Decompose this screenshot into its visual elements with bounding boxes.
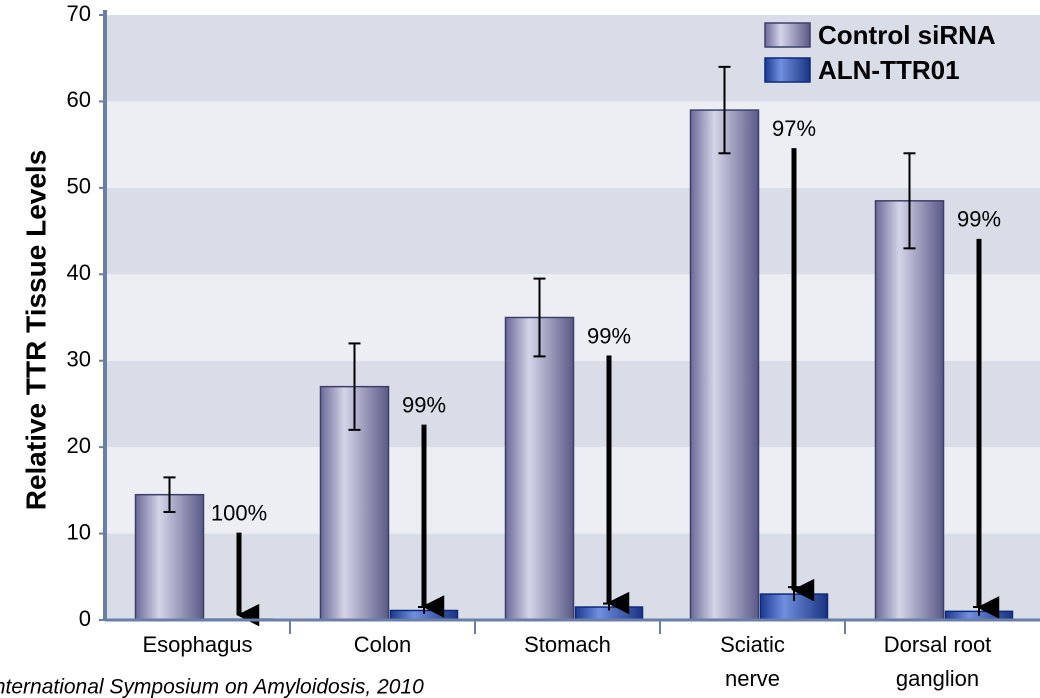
annotation: 99% <box>957 207 1001 232</box>
y-tick-label: 60 <box>67 87 91 112</box>
grid-band <box>105 15 1040 102</box>
y-tick-label: 30 <box>67 347 91 372</box>
legend-swatch <box>764 22 811 48</box>
y-axis-label: Relative TTR Tissue Levels <box>20 150 51 511</box>
y-tick-label: 40 <box>67 260 91 285</box>
y-tick-label: 70 <box>67 1 91 26</box>
bar <box>689 109 760 621</box>
y-tick-label: 20 <box>67 433 91 458</box>
x-tick-label: Sciatic nerve <box>720 632 785 691</box>
x-tick-label: Stomach <box>524 632 611 657</box>
y-tick-label: 0 <box>79 606 91 631</box>
y-tick-label: 50 <box>67 174 91 199</box>
y-tick-label: 10 <box>67 519 91 544</box>
x-tick-label: Esophagus <box>142 632 252 657</box>
x-tick-label: Colon <box>354 632 411 657</box>
annotation: 99% <box>587 323 631 348</box>
bar <box>134 493 205 621</box>
bar <box>874 200 945 621</box>
annotation: 100% <box>211 500 267 525</box>
legend-label: Control siRNA <box>818 20 996 50</box>
bar <box>504 316 575 621</box>
source-note: International Symposium on Amyloidosis, … <box>0 676 424 698</box>
legend-label: ALN-TTR01 <box>818 55 960 85</box>
grid-band <box>105 101 1040 188</box>
annotation: 99% <box>402 392 446 417</box>
annotation: 97% <box>772 116 816 141</box>
x-tick-label: Dorsal root ganglion <box>884 632 992 691</box>
legend-swatch <box>764 57 811 83</box>
